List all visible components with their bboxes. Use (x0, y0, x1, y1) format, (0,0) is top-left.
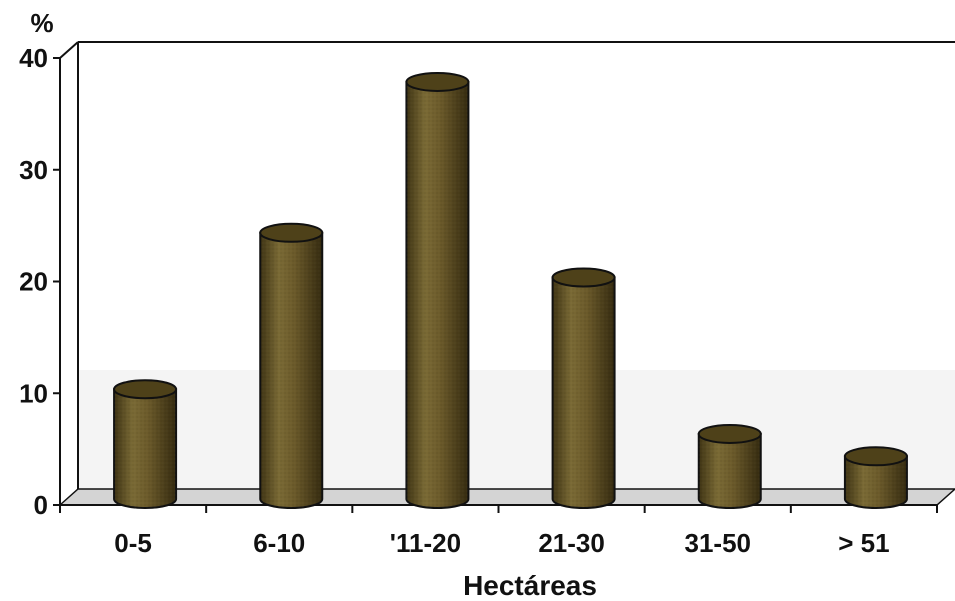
bar-top-cap (697, 423, 762, 444)
y-tick-label: 40 (19, 43, 48, 73)
x-tick-label: '11-20 (390, 528, 461, 558)
y-tick-label: 0 (34, 490, 48, 520)
x-tick-label: > 51 (838, 528, 889, 558)
x-tick-label: 6-10 (253, 528, 305, 558)
y-axis-unit-label: % (30, 8, 53, 38)
bar-top-cap (405, 71, 470, 92)
bar-texture (552, 277, 615, 509)
y-tick-label: 30 (19, 155, 48, 185)
bar-top-cap (843, 446, 908, 467)
y-tick-label: 20 (19, 267, 48, 297)
x-tick-label: 21-30 (538, 528, 605, 558)
bar-> 51 (843, 446, 908, 509)
left-depth-top (59, 41, 79, 59)
bar-texture (406, 81, 469, 509)
x-tick-label: 0-5 (114, 528, 152, 558)
bar-'11-20 (405, 71, 470, 509)
back-wall-shade (78, 370, 955, 489)
bar-texture (114, 389, 177, 508)
bar-top-cap (113, 379, 178, 400)
bar-21-30 (551, 267, 616, 509)
bar-31-50 (697, 423, 762, 509)
bar-0-5 (113, 379, 178, 509)
bar-texture (698, 433, 761, 509)
bar-top-cap (259, 222, 324, 243)
x-tick-label: 31-50 (685, 528, 752, 558)
x-axis-title: Hectáreas (463, 570, 597, 601)
bar-texture (844, 456, 907, 509)
chart-floor (58, 488, 955, 506)
bar-6-10 (259, 222, 324, 509)
y-tick-label: 10 (19, 378, 48, 408)
bar-texture (260, 232, 323, 509)
bar-top-cap (551, 267, 616, 288)
